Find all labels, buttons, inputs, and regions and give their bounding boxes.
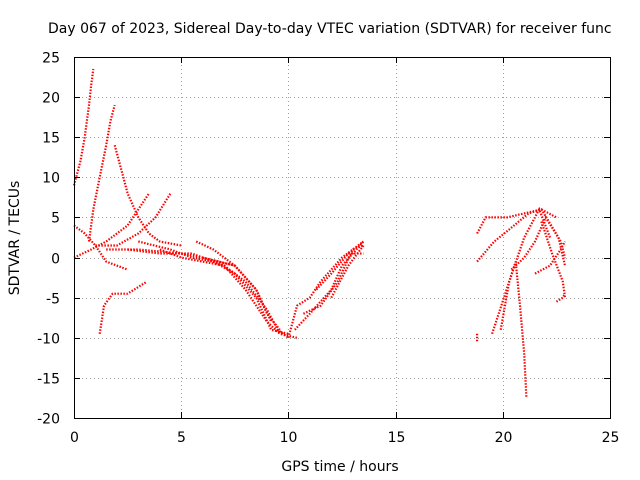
series-track-7 bbox=[98, 280, 148, 334]
series-track-12 bbox=[202, 256, 281, 331]
series-track-18 bbox=[330, 244, 365, 299]
series-track-4 bbox=[73, 192, 150, 259]
x-tick-label: 5 bbox=[177, 430, 186, 446]
y-tick-label: 20 bbox=[42, 91, 60, 107]
data-series bbox=[72, 68, 567, 398]
y-tick-label: -20 bbox=[37, 412, 60, 428]
y-tick-label: -15 bbox=[37, 372, 60, 388]
y-tick-label: 5 bbox=[51, 211, 60, 227]
y-tick-label: -10 bbox=[37, 332, 60, 348]
x-tick-label: 20 bbox=[495, 430, 513, 446]
series-track-13 bbox=[195, 240, 273, 323]
y-axis-label: SDTVAR / TECUs bbox=[7, 181, 23, 296]
y-tick-label: 25 bbox=[42, 51, 60, 67]
series-track-22 bbox=[491, 206, 552, 335]
y-axis-ticks: -20 -15 -10 -5 0 5 10 15 20 25 bbox=[37, 51, 610, 428]
series-track-25 bbox=[540, 221, 567, 298]
series-track-10 bbox=[138, 240, 289, 335]
series-track-24 bbox=[510, 215, 567, 271]
series-track-16 bbox=[302, 244, 364, 315]
x-tick-label: 15 bbox=[388, 430, 406, 446]
series-track-6 bbox=[113, 144, 182, 247]
series-track-9 bbox=[127, 248, 290, 339]
x-tick-label: 0 bbox=[70, 430, 79, 446]
series-track-14 bbox=[287, 240, 365, 339]
series-track-5 bbox=[95, 192, 172, 247]
x-tick-label: 25 bbox=[602, 430, 620, 446]
plot-frame bbox=[74, 57, 611, 419]
y-tick-label: 0 bbox=[51, 252, 60, 268]
y-tick-label: 15 bbox=[42, 131, 60, 147]
series-track-2 bbox=[87, 104, 116, 242]
x-tick-label: 10 bbox=[280, 430, 298, 446]
x-axis-label: GPS time / hours bbox=[281, 459, 398, 475]
chart-title: Day 067 of 2023, Sidereal Day-to-day VTE… bbox=[48, 21, 612, 37]
x-axis-ticks: 0 5 10 15 20 25 bbox=[70, 57, 619, 446]
y-tick-label: 10 bbox=[42, 171, 60, 187]
series-track-20 bbox=[476, 208, 557, 235]
y-tick-label: -5 bbox=[46, 292, 60, 308]
